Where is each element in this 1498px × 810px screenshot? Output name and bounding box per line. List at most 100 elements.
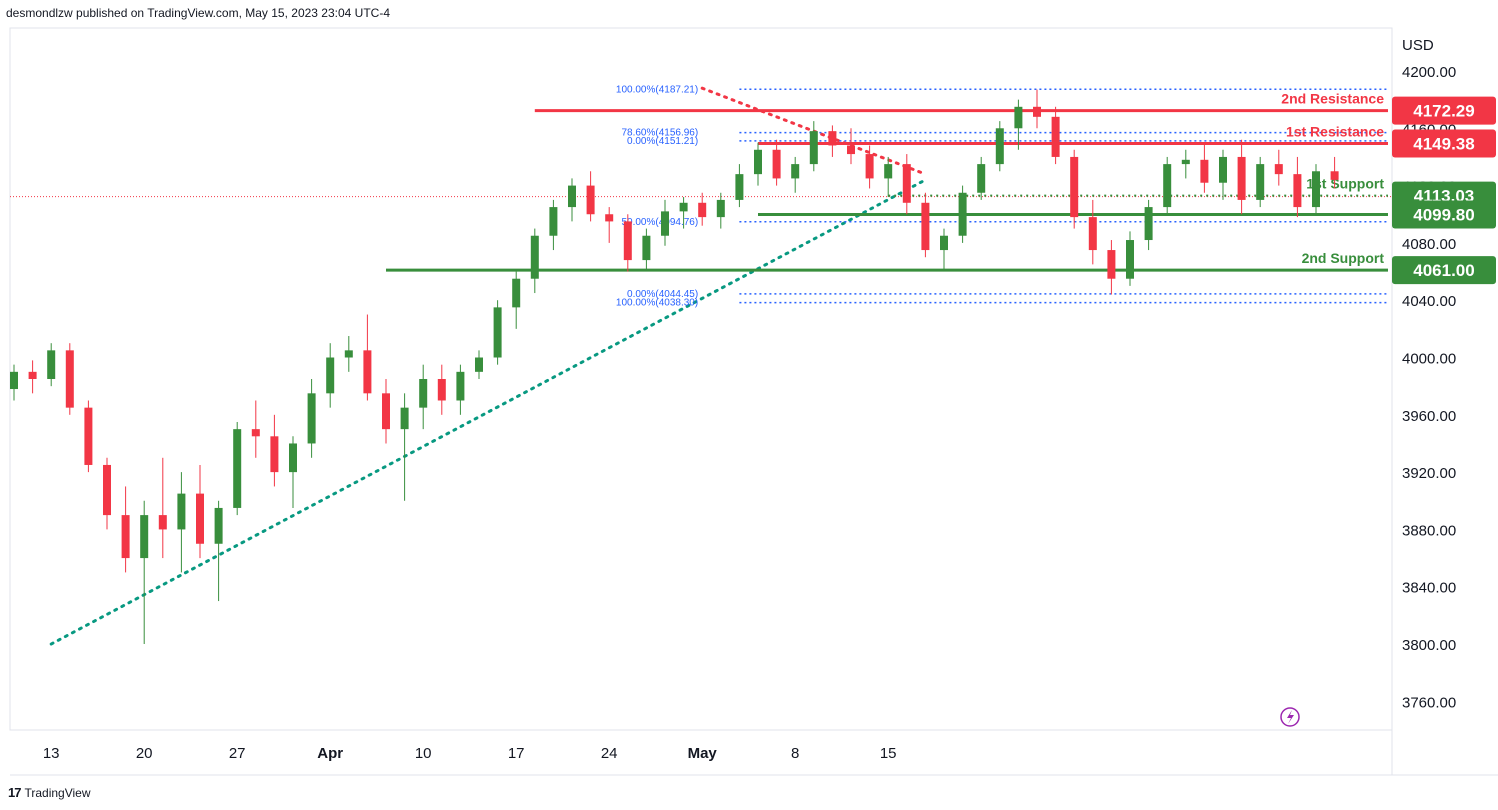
price-tick-label: 3800.00 <box>1402 637 1456 654</box>
candle-body[interactable] <box>809 131 818 165</box>
lightning-bolt-icon <box>1287 710 1294 724</box>
candle-body[interactable] <box>437 379 446 401</box>
candle-body[interactable] <box>47 350 56 379</box>
plot-area[interactable]: 100.00%(4187.21) 78.60%(4156.96)0.00%(415… <box>10 84 1392 727</box>
candle-body[interactable] <box>940 235 948 251</box>
time-axis[interactable]: 13 20 27 Apr 10 17 24 May 8 15 <box>43 745 897 762</box>
candle-body[interactable] <box>661 211 669 236</box>
candle-body[interactable] <box>1163 164 1172 208</box>
time-tick-label: 20 <box>136 745 153 762</box>
fib-level-label: 0.00%(4044.45) <box>627 289 698 300</box>
candle-body[interactable] <box>828 131 837 146</box>
lightning-icon[interactable] <box>1280 707 1300 727</box>
candle-body[interactable] <box>995 128 1004 165</box>
candle-body[interactable] <box>1200 159 1209 183</box>
candle-body[interactable] <box>270 436 279 473</box>
price-label-box <box>1392 200 1496 229</box>
level-label: 1st Support <box>1306 176 1384 192</box>
candle-body[interactable] <box>28 371 37 379</box>
time-tick-label: 10 <box>415 745 432 762</box>
price-label-box <box>1392 96 1496 125</box>
candle-body[interactable] <box>158 515 167 530</box>
candle-body[interactable] <box>121 515 130 559</box>
candle-body[interactable] <box>921 202 930 251</box>
candle-body[interactable] <box>698 202 707 218</box>
candle-body[interactable] <box>344 350 353 358</box>
candle-body[interactable] <box>716 199 725 218</box>
candle-body[interactable] <box>902 164 911 203</box>
time-tick-label: 8 <box>791 745 799 762</box>
rising-support-trendline[interactable] <box>49 178 927 646</box>
candle-body[interactable] <box>679 202 688 212</box>
candle-body[interactable] <box>512 278 521 308</box>
candle-body[interactable] <box>140 515 149 559</box>
candle-body[interactable] <box>1144 207 1153 241</box>
candle-body[interactable] <box>84 407 93 465</box>
candle-body[interactable] <box>865 154 874 179</box>
price-tick-label: 3760.00 <box>1402 694 1456 711</box>
candle-body[interactable] <box>1107 250 1116 279</box>
candle-body[interactable] <box>977 164 986 193</box>
candle-body[interactable] <box>1051 116 1060 157</box>
candle-body[interactable] <box>493 307 502 358</box>
candle-body[interactable] <box>1274 164 1283 175</box>
candle-body[interactable] <box>1330 171 1339 180</box>
candle-body[interactable] <box>586 185 595 215</box>
candle-body[interactable] <box>214 507 223 544</box>
candle-body[interactable] <box>1312 171 1320 208</box>
price-label: 4149.38 <box>1413 135 1474 154</box>
candle-body[interactable] <box>289 443 297 473</box>
price-label-box <box>1392 256 1496 285</box>
price-axis[interactable]: USD4200.004160.004120.004080.004040.0040… <box>1392 37 1496 711</box>
candle-body[interactable] <box>1014 106 1023 129</box>
candle-body[interactable] <box>456 371 465 401</box>
candle-body[interactable] <box>1219 156 1227 183</box>
price-tick-label: 4000.00 <box>1402 351 1456 368</box>
candle-body[interactable] <box>307 393 316 444</box>
candle-body[interactable] <box>530 235 539 279</box>
candle-body[interactable] <box>1181 159 1190 165</box>
publish-info: desmondlzw published on TradingView.com,… <box>6 6 390 20</box>
time-tick-label: Apr <box>317 745 343 762</box>
candle-body[interactable] <box>103 464 111 516</box>
candle-body[interactable] <box>382 393 390 430</box>
candle-body[interactable] <box>363 350 372 394</box>
candle-body[interactable] <box>791 164 800 179</box>
price-label-box <box>1392 129 1496 158</box>
candle-body[interactable] <box>1293 174 1302 208</box>
brand-name: TradingView <box>24 785 91 800</box>
candle-body[interactable] <box>233 429 242 508</box>
candle-body[interactable] <box>326 357 335 394</box>
candle-body[interactable] <box>251 429 260 437</box>
candle-body[interactable] <box>400 407 409 430</box>
candle-body[interactable] <box>1088 217 1097 251</box>
candle-body[interactable] <box>1033 106 1041 117</box>
candle-body[interactable] <box>568 185 576 208</box>
candle-body[interactable] <box>1126 240 1134 279</box>
candle-body[interactable] <box>884 164 893 179</box>
candle-body[interactable] <box>958 192 967 236</box>
candle-body[interactable] <box>605 214 614 222</box>
candle-body[interactable] <box>10 371 18 390</box>
candle-body[interactable] <box>754 149 762 175</box>
candle-body[interactable] <box>772 149 781 179</box>
candle-body[interactable] <box>177 493 186 530</box>
price-tick-label: 3920.00 <box>1402 465 1456 482</box>
fib-level-label: 50.00%(4094.76) <box>621 217 698 228</box>
price-tick-label: 3880.00 <box>1402 522 1456 539</box>
fib-level-label: 100.00%(4038.30) <box>616 298 698 309</box>
fib-level-label: 100.00%(4187.21) <box>616 84 698 95</box>
candle-body[interactable] <box>65 350 74 408</box>
candle-body[interactable] <box>1256 164 1265 200</box>
candle-body[interactable] <box>475 357 483 372</box>
candle-body[interactable] <box>1070 156 1079 218</box>
candle-body[interactable] <box>623 221 632 261</box>
candle-body[interactable] <box>642 235 651 261</box>
candle-body[interactable] <box>419 379 428 408</box>
candle-body[interactable] <box>1237 156 1246 200</box>
candle-body[interactable] <box>735 174 744 200</box>
candle-body[interactable] <box>549 207 558 236</box>
candle-body[interactable] <box>196 493 204 544</box>
candle-body[interactable] <box>847 145 855 155</box>
